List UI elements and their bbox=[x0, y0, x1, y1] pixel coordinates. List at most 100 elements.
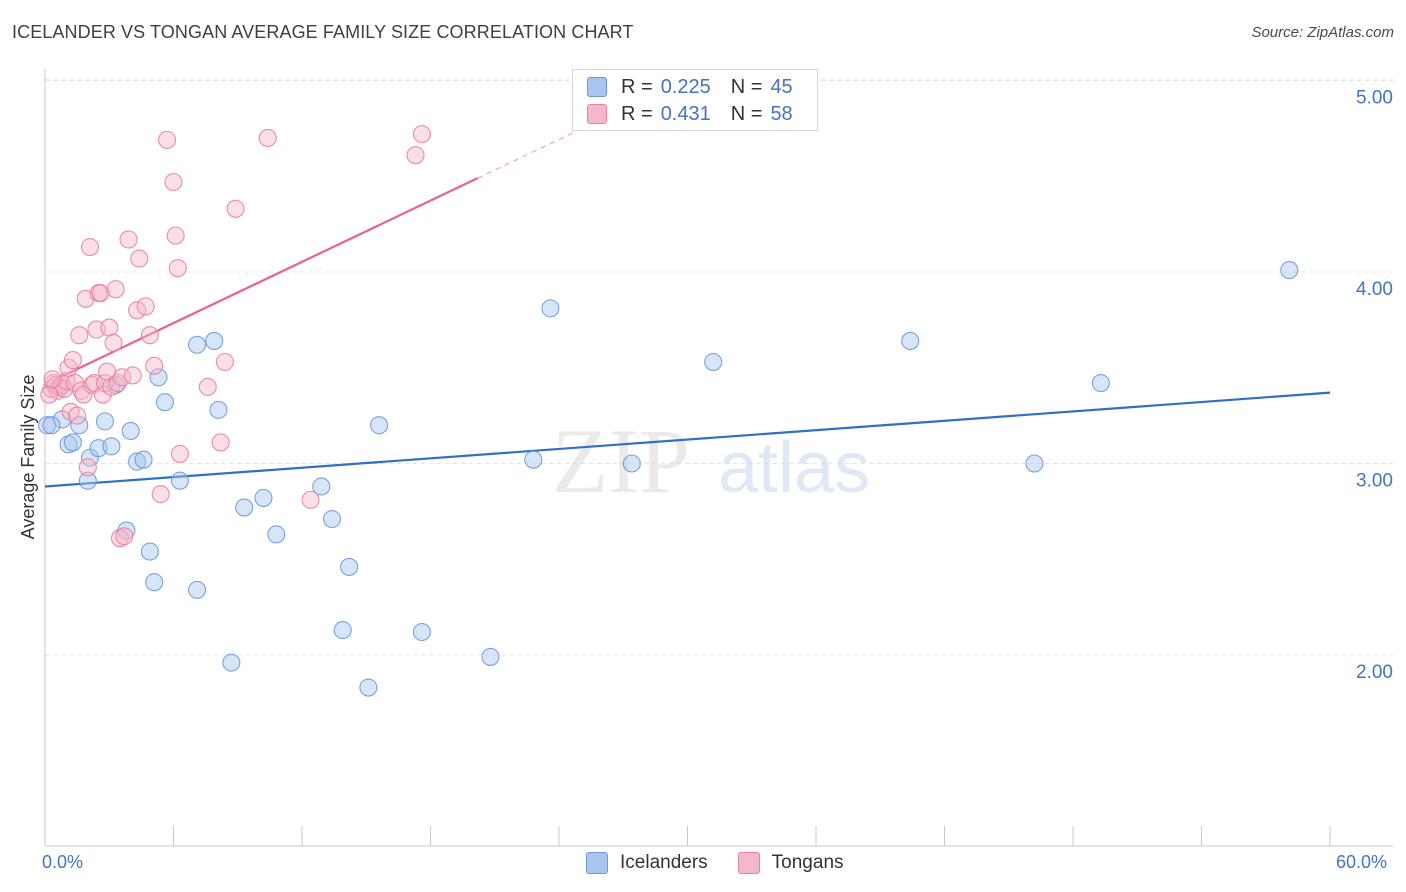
legend-n-label: N = bbox=[730, 102, 763, 125]
x-ticks bbox=[44, 826, 1331, 846]
data-point-icelanders bbox=[524, 450, 543, 469]
data-point-icelanders bbox=[1091, 374, 1110, 393]
data-point-tongans bbox=[140, 326, 159, 345]
data-point-icelanders bbox=[128, 452, 147, 471]
trend-line-tongans bbox=[55, 177, 479, 381]
correlation-legend: R = 0.225 N = 45 R = 0.431 N = 58 bbox=[572, 69, 818, 131]
y-tick-label: 5.00 bbox=[1356, 88, 1393, 109]
series-swatch-icelanders bbox=[586, 852, 608, 874]
data-point-tongans bbox=[40, 385, 59, 404]
data-point-tongans bbox=[164, 172, 183, 192]
legend-swatch-icelanders bbox=[587, 77, 607, 97]
data-point-icelanders bbox=[340, 557, 359, 576]
data-point-icelanders bbox=[704, 352, 723, 372]
data-point-icelanders bbox=[222, 653, 241, 672]
data-point-tongans bbox=[158, 130, 177, 149]
series-label-tongans: Tongans bbox=[771, 852, 844, 873]
legend-r-value: 0.431 bbox=[660, 102, 711, 125]
series-legend: Icelanders Tongans bbox=[586, 852, 874, 874]
data-point-icelanders bbox=[412, 622, 431, 642]
data-point-tongans bbox=[258, 128, 277, 147]
data-point-tongans bbox=[100, 318, 119, 337]
legend-row-icelanders: R = 0.225 N = 45 bbox=[587, 76, 793, 98]
data-point-icelanders bbox=[145, 573, 164, 592]
legend-swatch-tongans bbox=[587, 104, 607, 124]
data-point-icelanders bbox=[901, 331, 920, 350]
data-point-icelanders bbox=[1025, 454, 1044, 473]
series-swatch-tongans bbox=[737, 852, 760, 874]
series-label-icelanders: Icelanders bbox=[620, 852, 708, 873]
data-point-icelanders bbox=[155, 393, 174, 412]
series-legend-icelanders: Icelanders bbox=[586, 852, 708, 874]
data-point-tongans bbox=[63, 351, 82, 370]
legend-r-label: R = bbox=[621, 75, 653, 98]
chart-title: ICELANDER VS TONGAN AVERAGE FAMILY SIZE … bbox=[12, 22, 634, 42]
data-point-icelanders bbox=[312, 477, 331, 496]
y-axis-label: Average Family Size bbox=[18, 375, 38, 540]
watermark: ZIP atlas bbox=[552, 410, 870, 512]
data-point-tongans bbox=[198, 377, 217, 396]
data-point-tongans bbox=[119, 230, 138, 249]
legend-r-value: 0.225 bbox=[660, 75, 711, 98]
data-point-tongans bbox=[128, 301, 147, 320]
data-point-icelanders bbox=[254, 488, 273, 508]
data-point-icelanders bbox=[140, 542, 159, 561]
source-label: Source: ZipAtlas.com bbox=[1251, 24, 1394, 41]
data-point-tongans bbox=[78, 458, 97, 477]
data-point-icelanders bbox=[370, 416, 389, 435]
data-point-tongans bbox=[136, 297, 155, 316]
data-point-tongans bbox=[301, 490, 320, 509]
data-point-tongans bbox=[115, 527, 134, 546]
data-point-icelanders bbox=[102, 437, 121, 456]
data-point-icelanders bbox=[78, 471, 97, 490]
y-tick-label: 3.00 bbox=[1356, 471, 1393, 492]
data-point-tongans bbox=[106, 280, 125, 299]
data-point-tongans bbox=[151, 485, 170, 504]
data-point-icelanders bbox=[205, 331, 224, 350]
data-point-icelanders bbox=[42, 416, 61, 435]
data-point-tongans bbox=[70, 326, 89, 345]
data-point-tongans bbox=[80, 238, 100, 257]
data-point-tongans bbox=[166, 226, 185, 245]
data-point-icelanders bbox=[235, 498, 254, 517]
data-point-tongans bbox=[170, 444, 189, 463]
data-point-tongans bbox=[43, 370, 62, 389]
x-axis-max-label: 60.0% bbox=[1336, 852, 1388, 872]
data-point-icelanders bbox=[333, 621, 352, 640]
data-point-icelanders bbox=[622, 454, 641, 473]
data-point-icelanders bbox=[209, 400, 228, 419]
data-point-icelanders bbox=[188, 335, 207, 354]
legend-row-tongans: R = 0.431 N = 58 bbox=[587, 103, 793, 125]
x-axis-min-label: 0.0% bbox=[42, 852, 84, 872]
y-tick-label: 2.00 bbox=[1356, 662, 1393, 683]
data-point-icelanders bbox=[63, 433, 82, 452]
data-point-icelanders bbox=[481, 647, 500, 666]
trend-line-icelanders bbox=[44, 391, 1331, 488]
data-point-icelanders bbox=[1280, 261, 1299, 280]
data-point-tongans bbox=[68, 406, 87, 425]
data-point-tongans bbox=[215, 352, 234, 372]
data-point-icelanders bbox=[170, 471, 189, 490]
y-tick-labels: 2.00 3.00 4.00 5.00 bbox=[1356, 88, 1393, 684]
data-point-tongans bbox=[91, 284, 110, 303]
data-point-tongans bbox=[211, 433, 230, 452]
watermark-atlas: atlas bbox=[718, 428, 870, 508]
data-point-icelanders bbox=[322, 509, 342, 529]
data-point-tongans bbox=[145, 356, 164, 375]
data-point-icelanders bbox=[359, 678, 378, 697]
data-point-icelanders bbox=[149, 368, 168, 387]
data-point-tongans bbox=[130, 249, 149, 268]
data-points bbox=[38, 125, 1299, 697]
data-point-tongans bbox=[168, 259, 187, 278]
legend-n-value: 45 bbox=[770, 75, 793, 98]
data-point-tongans bbox=[226, 199, 245, 218]
data-point-icelanders bbox=[541, 299, 560, 318]
data-point-icelanders bbox=[188, 580, 207, 599]
axes bbox=[44, 69, 1393, 847]
legend-n-label: N = bbox=[730, 75, 763, 98]
data-point-tongans bbox=[104, 333, 123, 352]
y-tick-label: 4.00 bbox=[1356, 279, 1393, 300]
series-legend-tongans: Tongans bbox=[737, 852, 844, 874]
legend-r-label: R = bbox=[621, 102, 653, 125]
